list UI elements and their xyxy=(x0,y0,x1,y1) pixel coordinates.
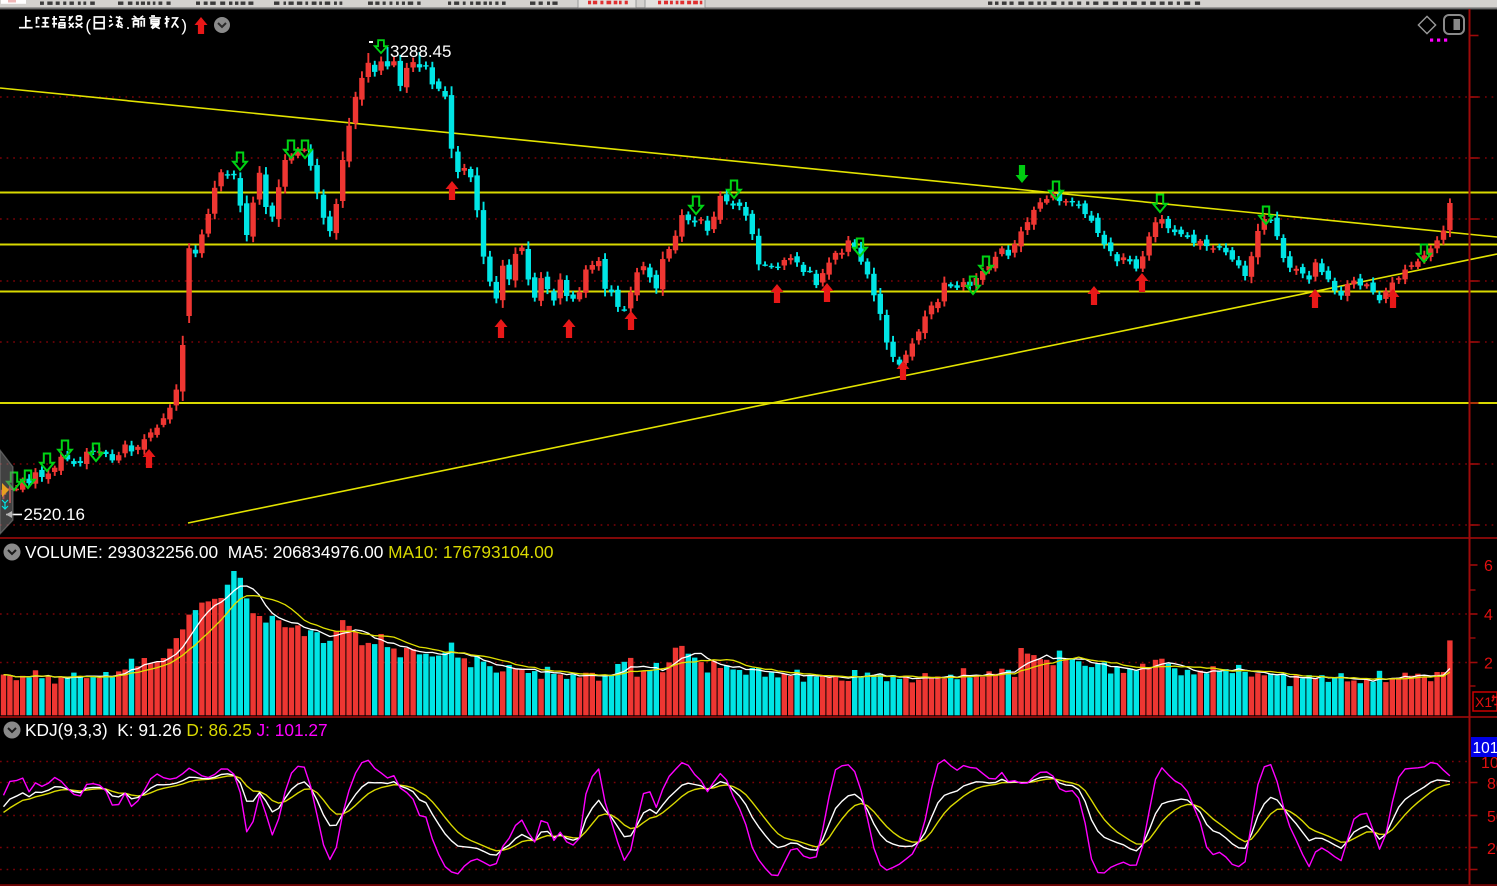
svg-text:101: 101 xyxy=(1473,740,1497,757)
svg-text:2520.16: 2520.16 xyxy=(24,505,85,524)
svg-text:VOLUME: 293032256.00 MA5: 206: VOLUME: 293032256.00 MA5: 206834976.00 M… xyxy=(25,542,553,562)
svg-text:20: 20 xyxy=(1487,841,1497,858)
svg-text:80: 80 xyxy=(1487,776,1497,793)
svg-text:X1: X1 xyxy=(1475,694,1492,710)
svg-text:50: 50 xyxy=(1487,809,1497,826)
svg-text:4: 4 xyxy=(1484,607,1493,624)
svg-text:100: 100 xyxy=(1481,755,1497,772)
svg-text:3288.45: 3288.45 xyxy=(390,42,451,61)
svg-text:6: 6 xyxy=(1484,558,1493,575)
svg-text:): ) xyxy=(181,16,187,35)
svg-text:2: 2 xyxy=(1484,656,1493,673)
svg-text:KDJ(9,3,3) K: 91.26 D: 86.25: KDJ(9,3,3) K: 91.26 D: 86.25 J: 101.27 xyxy=(25,720,328,740)
svg-text:.: . xyxy=(126,14,131,33)
svg-text:(: ( xyxy=(85,16,91,35)
